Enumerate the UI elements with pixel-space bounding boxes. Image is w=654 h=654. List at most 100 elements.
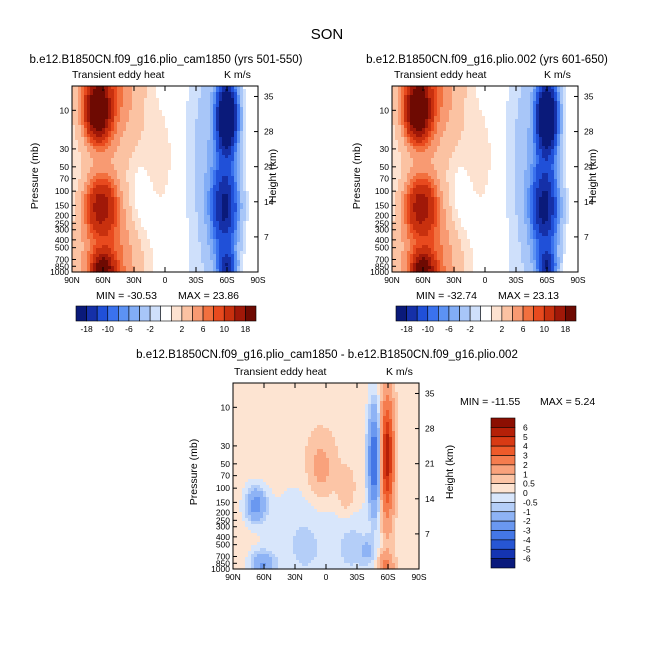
heatmap-cell (150, 92, 154, 96)
heatmap-cell (135, 248, 139, 252)
heatmap-cell (138, 110, 142, 114)
heatmap-cell (150, 206, 154, 210)
heatmap-cell (120, 155, 124, 159)
heatmap-cell (150, 167, 154, 171)
heatmap-cell (479, 122, 483, 126)
heatmap-cell (204, 176, 208, 180)
heatmap-cell (108, 173, 112, 177)
heatmap-cell (249, 86, 253, 90)
heatmap-cell (141, 137, 145, 141)
heatmap-cell (246, 212, 250, 216)
heatmap-cell (228, 236, 232, 240)
heatmap-cell (108, 95, 112, 99)
heatmap-cell (437, 125, 441, 129)
heatmap-cell (132, 125, 136, 129)
heatmap-cell (506, 134, 510, 138)
heatmap-cell (75, 113, 79, 117)
heatmap-cell (111, 191, 115, 195)
heatmap-cell (81, 203, 85, 207)
heatmap-cell (84, 125, 88, 129)
heatmap-cell (177, 191, 181, 195)
heatmap-cell (81, 263, 85, 267)
heatmap-cell (114, 92, 118, 96)
heatmap-cell (144, 266, 148, 270)
heatmap-cell (395, 86, 399, 90)
heatmap-cell (150, 101, 154, 105)
heatmap-cell (237, 263, 241, 267)
heatmap-cell (231, 185, 235, 189)
heatmap-cell (177, 263, 181, 267)
heatmap-cell (168, 173, 172, 177)
heatmap-cell (183, 266, 187, 270)
heatmap-cell (213, 164, 217, 168)
heatmap-cell (551, 92, 555, 96)
heatmap-cell (539, 125, 543, 129)
heatmap-cell (147, 185, 151, 189)
heatmap-cell (560, 134, 564, 138)
heatmap-cell (96, 161, 100, 165)
heatmap-cell (129, 209, 133, 213)
heatmap-cell (243, 218, 247, 222)
heatmap-cell (503, 119, 507, 123)
heatmap-cell (225, 242, 229, 246)
heatmap-cell (144, 224, 148, 228)
heatmap-cell (198, 194, 202, 198)
heatmap-cell (132, 116, 136, 120)
heatmap-cell (201, 164, 205, 168)
heatmap-cell (434, 104, 438, 108)
heatmap-cell (204, 239, 208, 243)
heatmap-cell (213, 119, 217, 123)
heatmap-cell (81, 149, 85, 153)
heatmap-cell (75, 224, 79, 228)
heatmap-cell (111, 122, 115, 126)
heatmap-cell (210, 140, 214, 144)
heatmap-cell (509, 134, 513, 138)
heatmap-cell (105, 206, 109, 210)
heatmap-cell (195, 206, 199, 210)
heatmap-cell (135, 89, 139, 93)
heatmap-cell (153, 203, 157, 207)
heatmap-cell (213, 233, 217, 237)
heatmap-cell (78, 224, 82, 228)
heatmap-cell (515, 131, 519, 135)
heatmap-cell (78, 146, 82, 150)
heatmap-cell (249, 98, 253, 102)
heatmap-cell (177, 137, 181, 141)
y-tick-label: 10 (60, 105, 70, 115)
heatmap-cell (141, 227, 145, 231)
heatmap-cell (186, 176, 190, 180)
heatmap-cell (159, 104, 163, 108)
heatmap-cell (461, 107, 465, 111)
heatmap-cell (123, 131, 127, 135)
heatmap-cell (102, 89, 106, 93)
heatmap-cell (195, 173, 199, 177)
heatmap-cell (126, 110, 130, 114)
heatmap-cell (135, 191, 139, 195)
heatmap-cell (171, 86, 175, 90)
heatmap-cell (168, 131, 172, 135)
heatmap-cell (165, 257, 169, 261)
heatmap-cell (228, 149, 232, 153)
heatmap-cell (231, 251, 235, 255)
heatmap-cell (443, 137, 447, 141)
heatmap-cell (99, 236, 103, 240)
heatmap-cell (117, 251, 121, 255)
heatmap-cell (222, 254, 226, 258)
heatmap-cell (246, 209, 250, 213)
heatmap-cell (186, 185, 190, 189)
heatmap-cell (114, 182, 118, 186)
heatmap-cell (96, 131, 100, 135)
heatmap-cell (84, 158, 88, 162)
heatmap-cell (234, 248, 238, 252)
heatmap-cell (210, 104, 214, 108)
heatmap-cell (135, 242, 139, 246)
heatmap-cell (566, 116, 570, 120)
heatmap-cell (216, 116, 220, 120)
heatmap-cell (425, 137, 429, 141)
heatmap-cell (434, 131, 438, 135)
heatmap-cell (78, 173, 82, 177)
heatmap-cell (213, 221, 217, 225)
heatmap-cell (404, 95, 408, 99)
heatmap-cell (72, 260, 76, 264)
heatmap-cell (138, 218, 142, 222)
